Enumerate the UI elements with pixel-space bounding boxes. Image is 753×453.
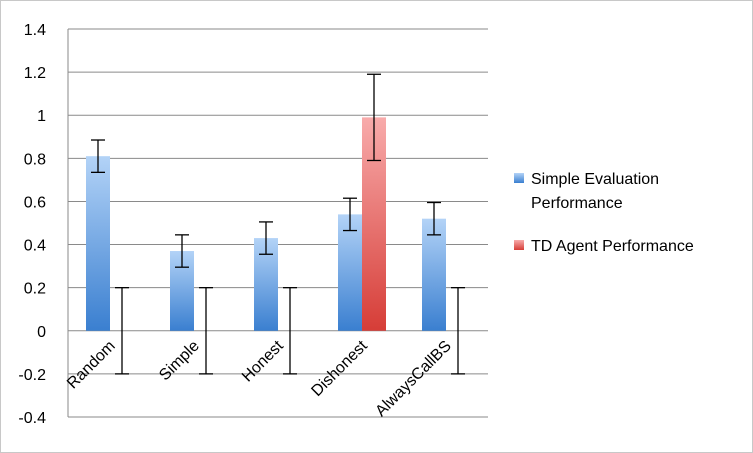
y-tick-label: 1 bbox=[37, 108, 46, 125]
error-bar bbox=[91, 139, 105, 173]
legend-item-simple-evaluation: Simple Evaluation Performance bbox=[514, 171, 659, 212]
category-label: AlwaysCallBS bbox=[372, 338, 454, 420]
y-axis: -0.4 -0.2 0 0.2 0.4 0.6 0.8 1 1.2 1.4 bbox=[18, 22, 69, 427]
category-label: Simple bbox=[156, 338, 203, 385]
y-tick-label: 0 bbox=[37, 324, 46, 341]
error-bar bbox=[367, 73, 381, 162]
y-tick-label: 0.8 bbox=[24, 151, 46, 168]
bars bbox=[86, 117, 446, 331]
legend-swatch bbox=[514, 240, 524, 250]
y-tick-label: -0.2 bbox=[18, 367, 46, 384]
error-bars bbox=[91, 73, 465, 375]
y-tick-label: 1.4 bbox=[24, 22, 46, 39]
legend-label: Performance bbox=[531, 195, 623, 212]
legend: Simple Evaluation Performance TD Agent Per… bbox=[514, 171, 694, 255]
y-tick-label: 0.4 bbox=[24, 238, 46, 255]
gridlines bbox=[68, 28, 488, 418]
bar-simple-evaluation-alwayscallbs bbox=[422, 218, 446, 331]
category-label: Honest bbox=[239, 337, 287, 385]
legend-item-td-agent: TD Agent Performance bbox=[514, 238, 694, 255]
error-bar bbox=[427, 201, 441, 236]
bar-simple-evaluation-dishonest bbox=[338, 214, 362, 331]
error-bar bbox=[199, 287, 213, 375]
legend-label: TD Agent Performance bbox=[531, 238, 694, 255]
y-tick-label: 0.2 bbox=[24, 281, 46, 298]
y-tick-label: 0.6 bbox=[24, 194, 46, 211]
error-bar bbox=[175, 234, 189, 268]
error-bar bbox=[259, 221, 273, 255]
y-tick-label: -0.4 bbox=[18, 410, 46, 427]
error-bar bbox=[115, 287, 129, 375]
category-labels: Random Simple Honest Dishonest AlwaysCallBS bbox=[64, 337, 455, 420]
error-bar bbox=[451, 287, 465, 375]
error-bar bbox=[343, 197, 357, 232]
category-label: Random bbox=[64, 338, 119, 393]
error-bar bbox=[283, 287, 297, 375]
bar-simple-evaluation-random bbox=[86, 156, 110, 331]
category-label: Dishonest bbox=[308, 337, 371, 400]
legend-label: Simple Evaluation bbox=[531, 171, 659, 188]
legend-swatch bbox=[514, 173, 524, 183]
y-tick-label: 1.2 bbox=[24, 65, 46, 82]
